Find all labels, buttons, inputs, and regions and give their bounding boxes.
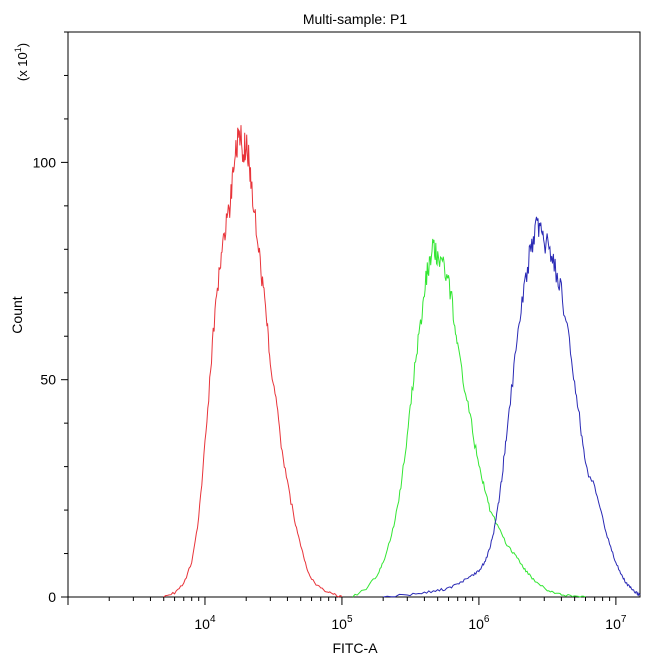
x-axis-title: FITC-A: [332, 640, 378, 656]
series-line-3: [383, 216, 641, 598]
series-line-1: [163, 125, 343, 598]
series-group: [163, 125, 641, 598]
y-axis: 0 50 100: [33, 31, 68, 605]
x-tick-label: 104: [194, 614, 216, 632]
y-tick-label: 0: [48, 589, 56, 605]
y-multiplier-base: (x 10: [15, 52, 30, 81]
plot-frame: [67, 31, 641, 598]
y-multiplier-exp: 1: [13, 47, 23, 52]
chart-title: Multi-sample: P1: [303, 11, 407, 27]
x-tick-label: 107: [605, 614, 627, 632]
x-tick-label: 106: [468, 614, 490, 632]
y-axis-title: Count: [9, 296, 25, 333]
y-multiplier-close: ): [15, 43, 30, 47]
x-tick-label: 105: [331, 614, 353, 632]
x-axis: 104 105 106 107: [67, 597, 627, 632]
y-multiplier-label: (x 101): [13, 43, 30, 81]
y-tick-label: 100: [33, 154, 57, 170]
series-line-2: [352, 238, 586, 598]
y-tick-label: 50: [40, 372, 56, 388]
